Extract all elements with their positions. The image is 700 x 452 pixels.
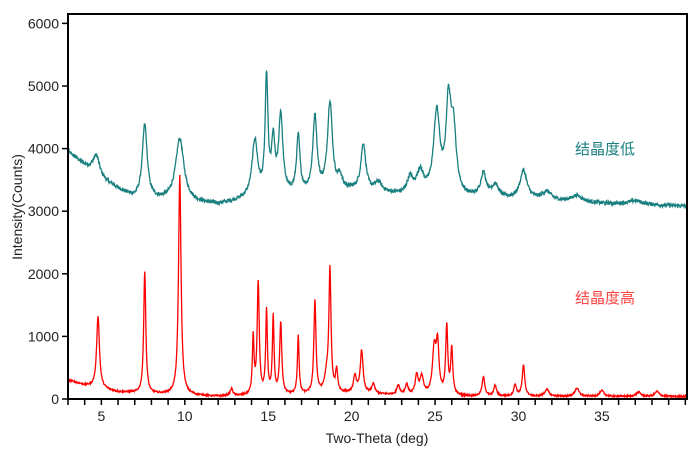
series-line-high-crystallinity [67, 174, 687, 400]
x-tick-label: 10 [177, 408, 193, 424]
x-axis: 5 10 15 20 25 30 35 [67, 399, 687, 424]
series-label-low-crystallinity: 结晶度低 [575, 140, 635, 158]
y-axis-title: Intensity(Counts) [9, 154, 25, 260]
plot-area [67, 69, 688, 400]
y-tick-label: 5000 [28, 78, 59, 94]
y-axis: 0 1000 2000 3000 4000 5000 6000 [28, 15, 68, 407]
x-tick-label: 30 [511, 408, 527, 424]
y-tick-label: 3000 [28, 203, 59, 219]
x-tick-label: 35 [594, 408, 610, 424]
y-tick-label: 2000 [28, 266, 59, 282]
x-tick-label: 15 [260, 408, 276, 424]
series-line-low-crystallinity [67, 69, 688, 210]
y-tick-label: 0 [51, 391, 59, 407]
x-tick-label: 20 [344, 408, 360, 424]
x-tick-label: 5 [97, 408, 105, 424]
plot-frame [67, 13, 688, 400]
y-tick-label: 1000 [28, 328, 59, 344]
y-tick-label: 4000 [28, 141, 59, 157]
series-label-high-crystallinity: 结晶度高 [575, 289, 635, 307]
x-tick-label: 25 [427, 408, 443, 424]
x-axis-title: Two-Theta (deg) [326, 430, 429, 446]
y-tick-label: 6000 [28, 15, 59, 31]
